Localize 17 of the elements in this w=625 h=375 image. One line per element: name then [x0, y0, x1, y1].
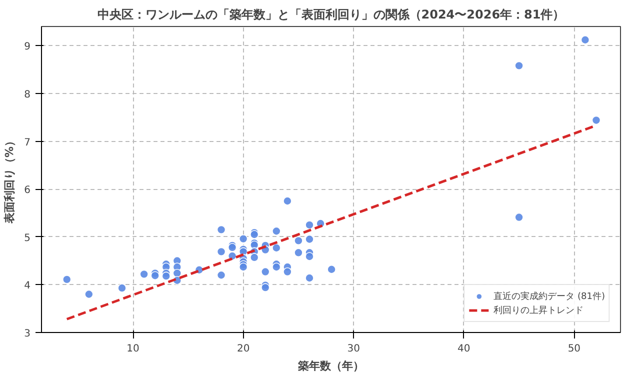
x-axis-title: 築年数（年） — [297, 360, 364, 372]
x-tick-label: 10 — [126, 344, 140, 354]
y-tick-label: 9 — [24, 42, 31, 53]
legend-label: 直近の実成約データ (81件) — [494, 290, 605, 303]
chart-title: 中央区：ワンルームの「築年数」と「表面利回り」の関係（2024〜2026年：81件） — [97, 8, 565, 22]
y-tick-label: 4 — [24, 280, 31, 292]
x-tick-label: 40 — [458, 344, 470, 354]
y-tick-label: 5 — [24, 232, 31, 244]
y-tick-label: 6 — [24, 185, 31, 196]
x-tick-label: 50 — [568, 344, 581, 354]
x-tick-label: 30 — [347, 344, 360, 354]
y-axis-title: 表面利回り（%） — [3, 135, 16, 225]
y-tick-label: 3 — [24, 328, 31, 340]
legend-label: 利回りの上昇トレンド — [494, 304, 584, 317]
y-tick-label: 8 — [24, 89, 31, 100]
y-tick-label: 7 — [24, 137, 31, 148]
x-tick-label: 20 — [236, 344, 250, 354]
